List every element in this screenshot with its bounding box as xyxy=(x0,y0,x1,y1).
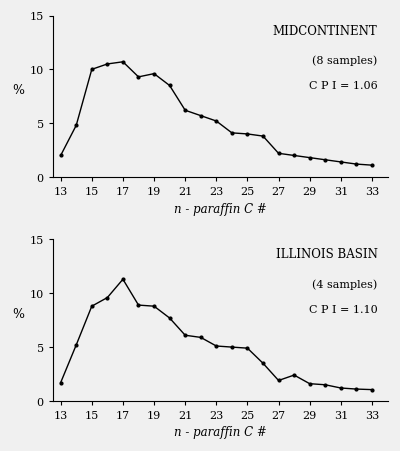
X-axis label: n - paraffin C #: n - paraffin C # xyxy=(174,202,266,215)
Text: MIDCONTINENT: MIDCONTINENT xyxy=(273,24,378,37)
Text: (4 samples): (4 samples) xyxy=(312,279,378,289)
X-axis label: n - paraffin C #: n - paraffin C # xyxy=(174,426,266,438)
Text: C P I = 1.06: C P I = 1.06 xyxy=(309,81,378,91)
Y-axis label: %: % xyxy=(12,84,24,97)
Text: (8 samples): (8 samples) xyxy=(312,55,378,66)
Y-axis label: %: % xyxy=(12,308,24,321)
Text: C P I = 1.10: C P I = 1.10 xyxy=(309,304,378,314)
Text: ILLINOIS BASIN: ILLINOIS BASIN xyxy=(276,248,378,261)
